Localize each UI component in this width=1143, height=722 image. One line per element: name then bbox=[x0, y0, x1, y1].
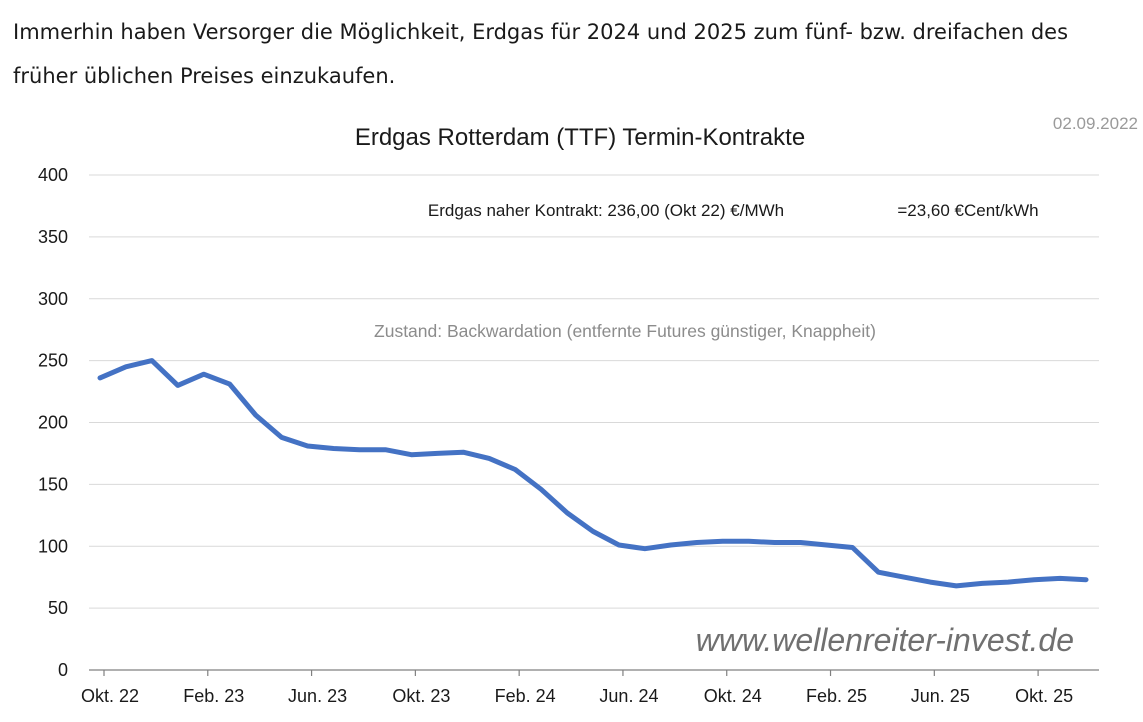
annotation-backwardation: Zustand: Backwardation (entfernte Future… bbox=[374, 321, 876, 341]
y-tick-label: 350 bbox=[38, 227, 68, 247]
x-tick-label: Feb. 25 bbox=[806, 686, 867, 706]
x-tick-label: Jun. 25 bbox=[911, 686, 970, 706]
chart-title: Erdgas Rotterdam (TTF) Termin-Kontrakte bbox=[355, 124, 805, 151]
intro-text: Immerhin haben Versorger die Möglichkeit… bbox=[13, 20, 1069, 88]
y-tick-label: 0 bbox=[58, 660, 68, 680]
y-tick-label: 300 bbox=[38, 289, 68, 309]
y-tick-label: 400 bbox=[38, 165, 68, 185]
y-tick-label: 250 bbox=[38, 351, 68, 371]
y-tick-label: 100 bbox=[38, 536, 68, 556]
x-tick-label: Okt. 25 bbox=[1015, 686, 1073, 706]
y-tick-label: 150 bbox=[38, 474, 68, 494]
x-tick-label: Jun. 24 bbox=[599, 686, 658, 706]
chart-container: 02.09.2022 Erdgas Rotterdam (TTF) Termin… bbox=[0, 100, 1143, 717]
x-tick-label: Feb. 23 bbox=[183, 686, 244, 706]
x-tick-label: Feb. 24 bbox=[495, 686, 556, 706]
y-tick-label: 50 bbox=[48, 598, 68, 618]
x-tick-label: Jun. 23 bbox=[288, 686, 347, 706]
line-chart: 02.09.2022 Erdgas Rotterdam (TTF) Termin… bbox=[38, 114, 1138, 706]
x-tick-label: Okt. 24 bbox=[704, 686, 762, 706]
date-label: 02.09.2022 bbox=[1053, 114, 1138, 133]
x-tick-label: Okt. 23 bbox=[392, 686, 450, 706]
x-tick-label: Okt. 22 bbox=[81, 686, 139, 706]
series-line bbox=[97, 358, 1089, 589]
annotation-cent-per-kwh: =23,60 €Cent/kWh bbox=[897, 201, 1038, 220]
watermark-text: www.wellenreiter-invest.de bbox=[696, 622, 1074, 658]
annotation-near-contract: Erdgas naher Kontrakt: 236,00 (Okt 22) €… bbox=[428, 201, 784, 220]
y-tick-label: 200 bbox=[38, 413, 68, 433]
